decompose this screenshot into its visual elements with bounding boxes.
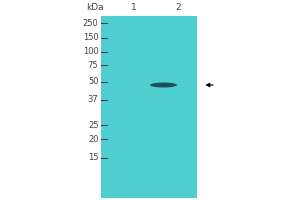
Bar — [100, 16, 196, 198]
Text: 15: 15 — [88, 154, 98, 162]
Text: 150: 150 — [83, 33, 98, 43]
Text: 50: 50 — [88, 77, 98, 86]
Text: 37: 37 — [88, 96, 98, 104]
Text: 25: 25 — [88, 120, 98, 130]
Text: 1: 1 — [130, 2, 136, 11]
Text: 75: 75 — [88, 60, 98, 70]
Text: kDa: kDa — [86, 2, 103, 11]
Text: 2: 2 — [176, 2, 181, 11]
Text: 20: 20 — [88, 134, 98, 144]
Text: 250: 250 — [83, 19, 98, 27]
Text: 100: 100 — [83, 47, 98, 56]
Ellipse shape — [150, 83, 177, 88]
